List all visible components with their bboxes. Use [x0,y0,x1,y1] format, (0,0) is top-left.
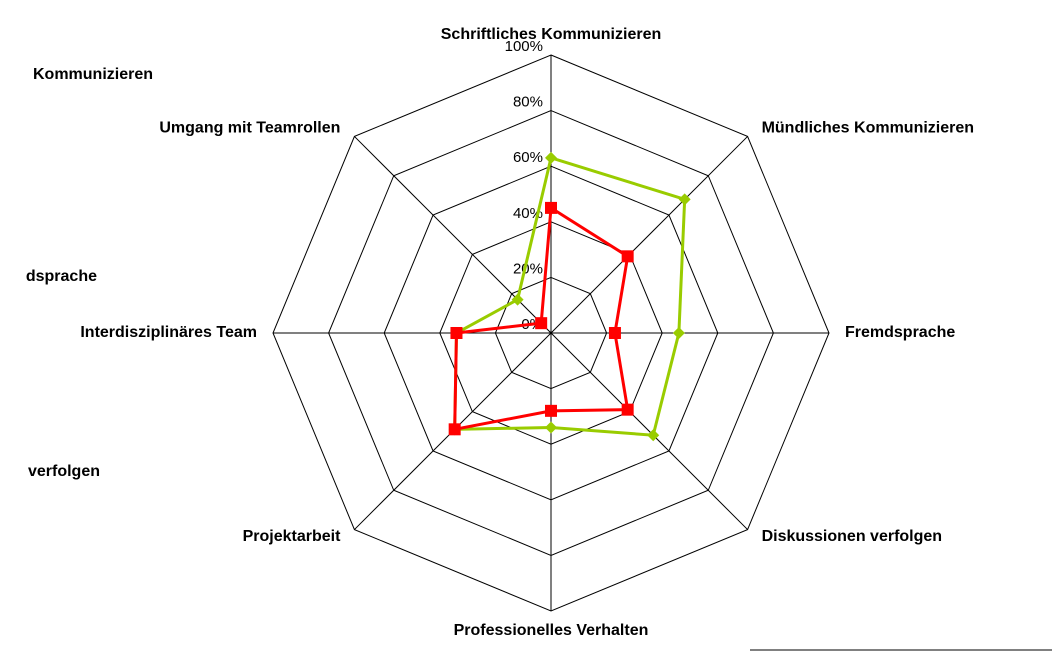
marker [450,327,463,339]
marker [621,250,634,263]
tick-label: 80% [513,94,543,111]
clipped-label: dsprache [26,268,97,285]
marker [545,404,557,417]
category-label: Professionelles Verhalten [454,622,649,639]
spoke [550,332,748,530]
marker [647,429,660,442]
category-label: Fremdsprache [845,324,955,341]
marker [535,317,548,330]
category-label: Mündliches Kommunizieren [762,120,974,137]
category-label: Interdisziplinäres Team [80,324,257,341]
tick-label: 20% [513,260,543,277]
marker [545,421,557,434]
marker [448,423,461,436]
category-label: Schriftliches Kommunizieren [441,26,662,43]
tick-label: 100% [505,38,543,55]
marker [678,193,691,206]
marker [511,293,524,306]
marker [545,201,557,214]
spoke [550,136,748,334]
marker [608,327,621,339]
marker [672,327,685,339]
marker [545,151,557,164]
clipped-label: Kommunizieren [33,66,153,83]
category-label: Diskussionen verfolgen [762,528,943,545]
marker [621,403,634,416]
category-label: Umgang mit Teamrollen [159,120,340,137]
series-line [453,155,687,437]
tick-label: 60% [513,149,543,166]
clipped-label: verfolgen [28,463,100,480]
category-label: Projektarbeit [243,528,341,545]
